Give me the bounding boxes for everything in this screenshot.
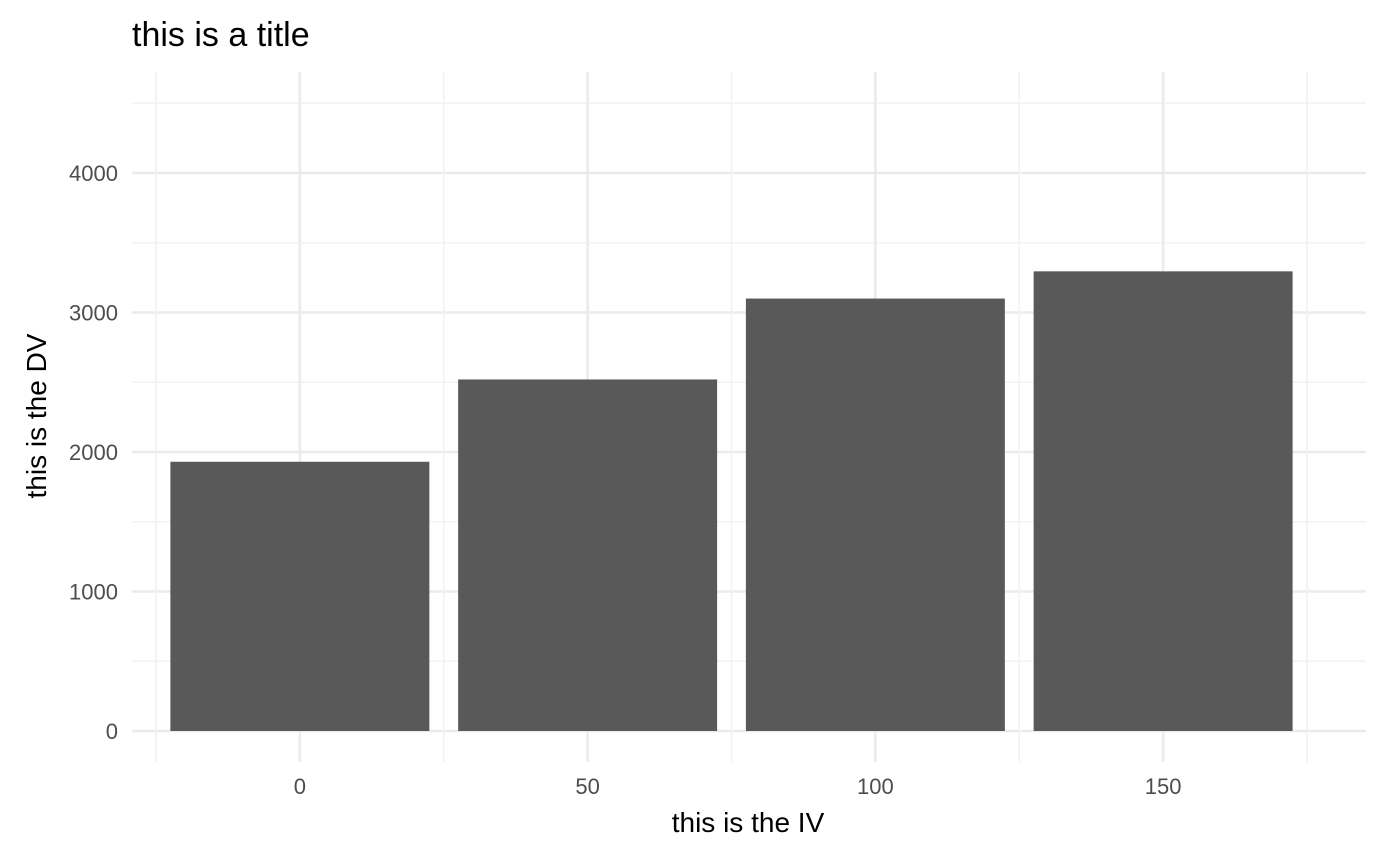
bar-50 — [458, 379, 718, 731]
y-tick-label: 0 — [106, 719, 118, 744]
x-tick-label: 100 — [857, 774, 894, 799]
x-tick-label: 150 — [1145, 774, 1182, 799]
x-tick-label: 0 — [294, 774, 306, 799]
bar-100 — [745, 298, 1005, 731]
x-axis-title: this is the IV — [672, 807, 825, 838]
bar-0 — [170, 461, 430, 731]
y-axis-title: this is the DV — [21, 333, 52, 498]
x-tick-label: 50 — [575, 774, 599, 799]
tick-labels: 0 1000 2000 3000 4000 0 50 100 150 — [69, 161, 1181, 799]
y-tick-label: 3000 — [69, 301, 118, 326]
bar-150 — [1033, 271, 1293, 731]
chart-title: this is a title — [132, 16, 310, 54]
bars — [170, 271, 1293, 731]
y-tick-label: 4000 — [69, 161, 118, 186]
y-tick-label: 2000 — [69, 440, 118, 465]
y-tick-label: 1000 — [69, 580, 118, 605]
